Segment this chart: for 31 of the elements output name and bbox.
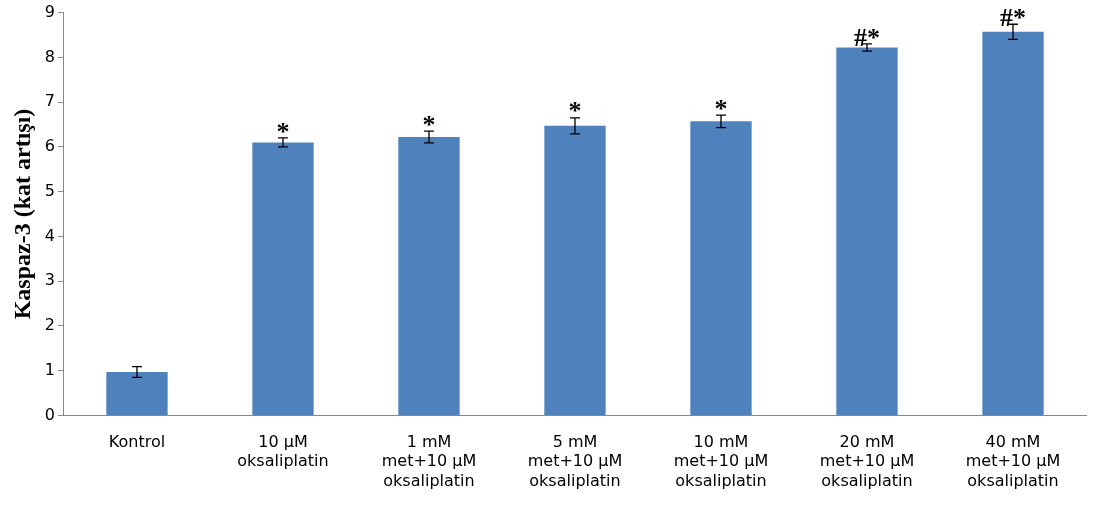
bar (836, 47, 898, 415)
x-tick-label: 20 mM met+10 µM oksaliplatin (819, 432, 915, 490)
bar (982, 31, 1044, 415)
annotation: * (568, 96, 582, 126)
x-tick-label: 5 mM met+10 µM oksaliplatin (527, 432, 623, 490)
x-tick-label: 1 mM met+10 µM oksaliplatin (381, 432, 477, 490)
bar (106, 371, 168, 415)
y-tick-label: 0 (44, 404, 55, 424)
annotation: #* (854, 22, 880, 52)
y-tick-label: 1 (44, 359, 55, 379)
y-axis-title: Kaspaz-3 (kat artışı) (8, 108, 35, 320)
y-tick-label: 6 (44, 136, 55, 156)
bar (398, 137, 460, 415)
x-tick-label: Kontrol (108, 432, 166, 452)
annotation: #* (1000, 2, 1026, 32)
annotation: * (714, 93, 728, 123)
y-tick-label: 9 (44, 1, 55, 21)
y-tick-label: 2 (44, 315, 55, 335)
y-tick-label: 3 (44, 270, 55, 290)
x-tick-label: 10 µM oksaliplatin (237, 432, 329, 471)
y-tick-label: 5 (44, 180, 55, 200)
annotation: * (276, 116, 290, 146)
bar (544, 125, 606, 415)
y-tick-label: 4 (44, 225, 55, 245)
bar (252, 142, 314, 415)
y-tick-label: 7 (44, 91, 55, 111)
annotation: * (422, 109, 436, 139)
y-tick-label: 8 (44, 46, 55, 66)
x-tick-label: 10 mM met+10 µM oksaliplatin (673, 432, 769, 490)
bar (690, 121, 752, 415)
x-tick-label: 40 mM met+10 µM oksaliplatin (965, 432, 1061, 490)
